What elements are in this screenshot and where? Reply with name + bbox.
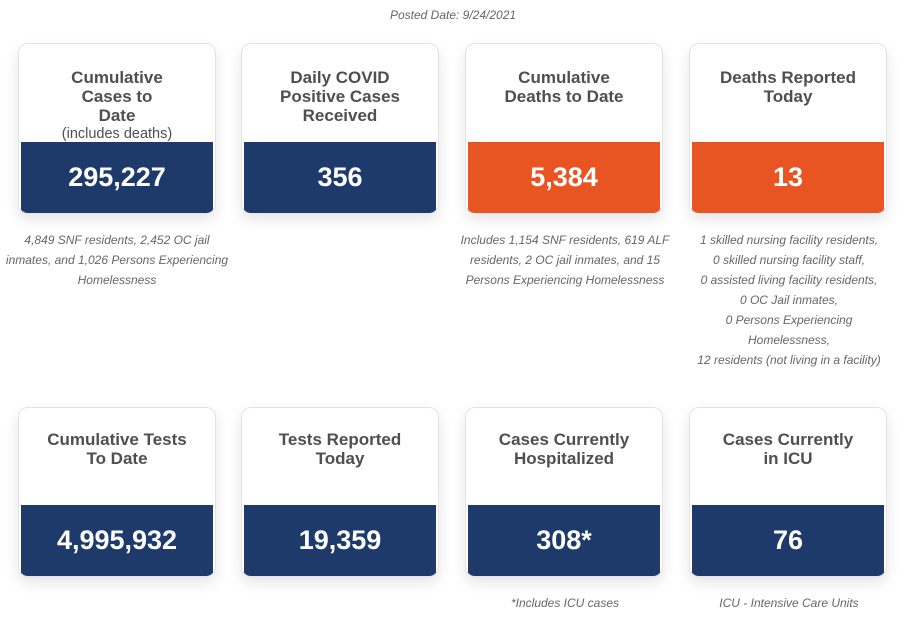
card-note-icu: ICU - Intensive Care Units <box>719 596 859 610</box>
note-line: 0 skilled nursing facility staff, <box>712 253 866 267</box>
card-deaths-today: Deaths Reported Today 13 <box>689 43 887 214</box>
card-hospitalized: Cases Currently Hospitalized 308* <box>465 407 663 577</box>
note-line: 0 OC Jail inmates, <box>739 293 839 307</box>
card-value: 4,995,932 <box>21 505 213 576</box>
card-value: 5,384 <box>468 142 660 213</box>
card-title: Cumulative Cases to Date <box>71 68 163 125</box>
posted-date: Posted Date: 9/24/2021 <box>389 8 517 22</box>
card-cumulative-cases: Cumulative Cases to Date (includes death… <box>18 43 216 214</box>
note-line: 0 assisted living facility residents, <box>700 273 878 287</box>
card-subtitle: (includes deaths) <box>61 126 173 142</box>
card-value: 295,227 <box>21 142 213 213</box>
card-note-deaths-today: 1 skilled nursing facility residents, 0 … <box>676 230 902 370</box>
card-title: Cases Currently in ICU <box>722 430 854 468</box>
card-icu: Cases Currently in ICU 76 <box>689 407 887 577</box>
card-title: Daily COVID Positive Cases Received <box>279 68 400 125</box>
card-value: 76 <box>692 505 884 576</box>
card-title: Cumulative Deaths to Date <box>504 68 624 106</box>
card-note-cumulative-cases: 4,849 SNF residents, 2,452 OC jail inmat… <box>5 233 229 287</box>
card-title: Cumulative Tests To Date <box>47 430 187 468</box>
card-cumulative-tests: Cumulative Tests To Date 4,995,932 <box>18 407 216 577</box>
card-note-cumulative-deaths: Includes 1,154 SNF residents, 619 ALF re… <box>460 233 670 287</box>
card-daily-positive-cases: Daily COVID Positive Cases Received 356 <box>241 43 439 214</box>
card-note-hospitalized: *Includes ICU cases <box>510 596 620 610</box>
card-title: Tests Reported Today <box>278 430 402 468</box>
note-line: 0 Persons Experiencing <box>725 313 853 327</box>
card-value: 13 <box>692 142 884 213</box>
card-value: 308* <box>468 505 660 576</box>
note-line: 1 skilled nursing facility residents, <box>699 233 879 247</box>
note-line: 12 residents (not living in a facility) <box>697 353 881 367</box>
card-title: Cases Currently Hospitalized <box>498 430 630 468</box>
card-tests-today: Tests Reported Today 19,359 <box>241 407 439 577</box>
card-cumulative-deaths: Cumulative Deaths to Date 5,384 <box>465 43 663 214</box>
card-value: 356 <box>244 142 436 213</box>
card-title: Deaths Reported Today <box>719 68 857 106</box>
card-value: 19,359 <box>244 505 436 576</box>
note-line: Homelessness, <box>747 333 831 347</box>
